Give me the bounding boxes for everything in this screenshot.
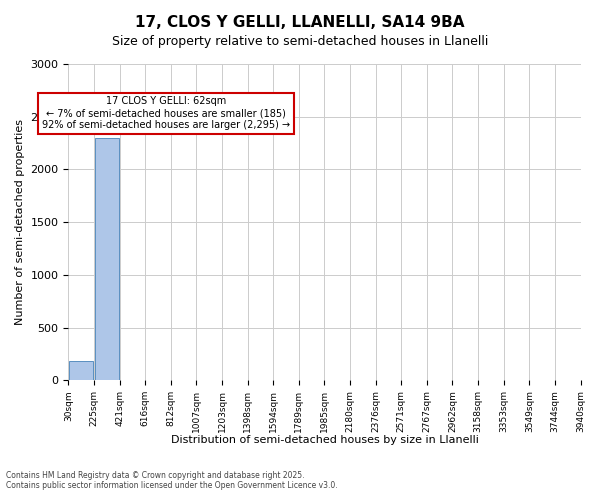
Y-axis label: Number of semi-detached properties: Number of semi-detached properties [15, 119, 25, 325]
Bar [95, 138, 119, 380]
Text: 17 CLOS Y GELLI: 62sqm
← 7% of semi-detached houses are smaller (185)
92% of sem: 17 CLOS Y GELLI: 62sqm ← 7% of semi-deta… [41, 96, 290, 130]
Text: 17, CLOS Y GELLI, LLANELLI, SA14 9BA: 17, CLOS Y GELLI, LLANELLI, SA14 9BA [135, 15, 465, 30]
Text: Size of property relative to semi-detached houses in Llanelli: Size of property relative to semi-detach… [112, 35, 488, 48]
Text: Contains HM Land Registry data © Crown copyright and database right 2025.
Contai: Contains HM Land Registry data © Crown c… [6, 470, 338, 490]
X-axis label: Distribution of semi-detached houses by size in Llanelli: Distribution of semi-detached houses by … [170, 435, 478, 445]
Bar [69, 361, 94, 380]
